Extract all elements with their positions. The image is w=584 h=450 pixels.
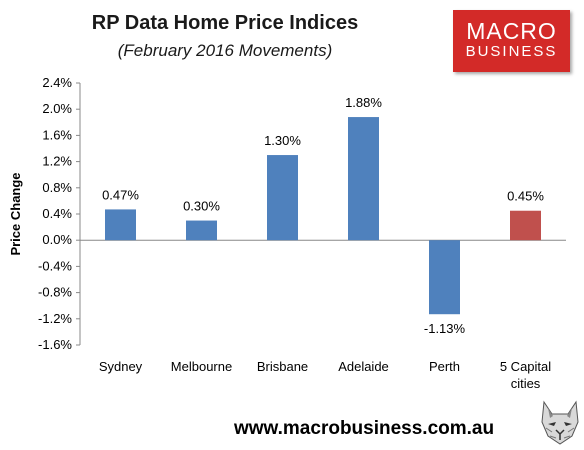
bar	[186, 220, 217, 241]
bar	[105, 209, 136, 241]
x-tick-label: Adelaide	[338, 359, 389, 374]
y-tick-label: -1.6%	[38, 337, 72, 352]
y-tick-label: 2.4%	[42, 75, 72, 90]
bar	[429, 240, 460, 315]
x-tick-label: cities	[511, 376, 541, 391]
wolf-head-icon	[541, 400, 579, 445]
bar	[510, 210, 541, 241]
footer-url: www.macrobusiness.com.au	[234, 418, 495, 439]
y-tick-label: -0.4%	[38, 258, 72, 273]
y-tick-label: -1.2%	[38, 311, 72, 326]
bar	[267, 155, 298, 241]
y-tick-label: 0.4%	[42, 206, 72, 221]
data-label: 1.88%	[345, 95, 382, 110]
data-label: 0.47%	[102, 187, 139, 202]
y-tick-label: 1.6%	[42, 127, 72, 142]
data-label: 0.45%	[507, 189, 544, 204]
y-tick-label: 0.0%	[42, 232, 72, 247]
chart-title: RP Data Home Price Indices	[91, 12, 359, 34]
logo-text-macro: MACRO	[466, 18, 557, 44]
chart-subtitle: (February 2016 Movements)	[117, 41, 333, 60]
macrobusiness-logo: MACRO BUSINESS	[453, 10, 570, 72]
x-tick-label: 5 Capital	[500, 359, 551, 374]
y-tick-label: 1.2%	[42, 154, 72, 169]
x-tick-label: Perth	[429, 359, 460, 374]
data-label: -1.13%	[424, 321, 466, 336]
y-axis-title: Price Change	[8, 172, 23, 255]
data-label: 1.30%	[264, 133, 301, 148]
x-tick-label: Melbourne	[171, 359, 232, 374]
y-tick-label: -0.8%	[38, 285, 72, 300]
bar-chart: 2.4% 2.0% 1.6% 1.2% 0.8% 0.4% 0.0% -0.4% -0.8% -1…	[8, 75, 566, 391]
data-label: 0.30%	[183, 199, 220, 214]
bar	[348, 117, 379, 241]
x-tick-label: Brisbane	[257, 359, 308, 374]
logo-text-business: BUSINESS	[465, 43, 558, 60]
y-tick-label: 2.0%	[42, 101, 72, 116]
y-tick-label: 0.8%	[42, 180, 72, 195]
x-tick-label: Sydney	[99, 359, 143, 374]
